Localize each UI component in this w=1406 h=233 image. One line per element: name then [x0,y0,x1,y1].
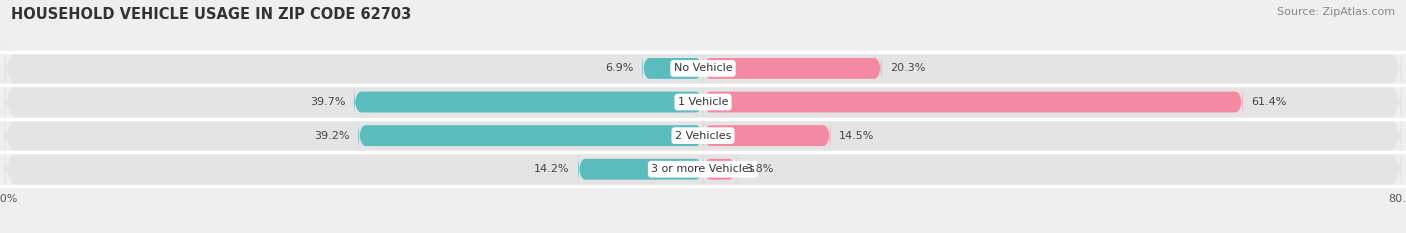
FancyBboxPatch shape [703,52,882,85]
Text: HOUSEHOLD VEHICLE USAGE IN ZIP CODE 62703: HOUSEHOLD VEHICLE USAGE IN ZIP CODE 6270… [11,7,412,22]
Text: Source: ZipAtlas.com: Source: ZipAtlas.com [1277,7,1395,17]
Text: 14.2%: 14.2% [534,164,569,174]
Text: 6.9%: 6.9% [605,63,634,73]
Text: 61.4%: 61.4% [1251,97,1286,107]
FancyBboxPatch shape [4,102,1402,170]
FancyBboxPatch shape [354,86,703,119]
FancyBboxPatch shape [359,119,703,152]
FancyBboxPatch shape [703,86,1243,119]
Text: 1 Vehicle: 1 Vehicle [678,97,728,107]
FancyBboxPatch shape [703,119,831,152]
FancyBboxPatch shape [4,34,1402,102]
Text: 3 or more Vehicles: 3 or more Vehicles [651,164,755,174]
Text: 39.2%: 39.2% [315,131,350,141]
Text: 20.3%: 20.3% [890,63,925,73]
FancyBboxPatch shape [4,68,1402,136]
FancyBboxPatch shape [578,153,703,186]
FancyBboxPatch shape [643,52,703,85]
Text: 39.7%: 39.7% [309,97,346,107]
Text: 3.8%: 3.8% [745,164,773,174]
FancyBboxPatch shape [4,135,1402,203]
FancyBboxPatch shape [703,153,737,186]
Text: 2 Vehicles: 2 Vehicles [675,131,731,141]
Text: No Vehicle: No Vehicle [673,63,733,73]
Text: 14.5%: 14.5% [839,131,875,141]
